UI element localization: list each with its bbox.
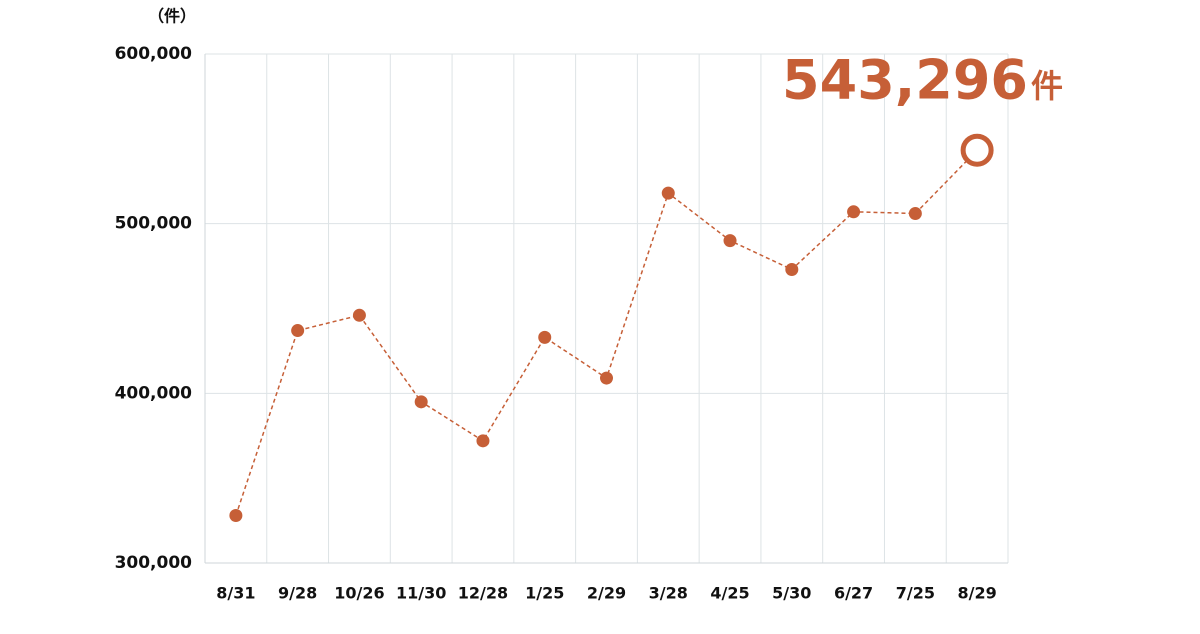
highlight-point xyxy=(960,133,994,167)
x-tick-label: 9/28 xyxy=(278,584,317,603)
point xyxy=(352,308,366,322)
x-tick-label: 4/25 xyxy=(710,584,749,603)
point xyxy=(908,206,922,220)
point xyxy=(785,262,799,276)
x-tick-label: 8/29 xyxy=(957,584,996,603)
point xyxy=(661,186,675,200)
point xyxy=(476,434,490,448)
y-unit: （件） xyxy=(148,7,196,26)
x-tick-label: 5/30 xyxy=(772,584,811,603)
y-tick-label: 300,000 xyxy=(115,553,193,573)
point xyxy=(229,508,243,522)
y-tick-label: 600,000 xyxy=(115,44,193,64)
y-tick-label: 500,000 xyxy=(115,214,193,234)
point xyxy=(600,371,613,385)
x-tick-label: 11/30 xyxy=(396,584,446,603)
x-tick-label: 1/25 xyxy=(525,584,564,603)
point xyxy=(414,395,428,409)
x-tick-label: 3/28 xyxy=(649,584,688,603)
x-tick-label: 2/29 xyxy=(587,584,626,603)
point xyxy=(847,205,861,219)
value-unit: 件 xyxy=(1031,67,1063,105)
x-tick-label: 6/27 xyxy=(834,584,873,603)
x-tick-label: 10/26 xyxy=(334,584,384,603)
x-tick-label: 7/25 xyxy=(896,584,935,603)
value-label: 543,296 xyxy=(782,49,1028,112)
y-tick-label: 400,000 xyxy=(115,383,193,403)
point xyxy=(291,324,305,338)
x-tick-label: 12/28 xyxy=(458,584,508,603)
x-tick-label: 8/31 xyxy=(216,584,255,603)
point xyxy=(538,330,552,344)
series-line xyxy=(235,149,978,516)
point xyxy=(723,234,737,248)
